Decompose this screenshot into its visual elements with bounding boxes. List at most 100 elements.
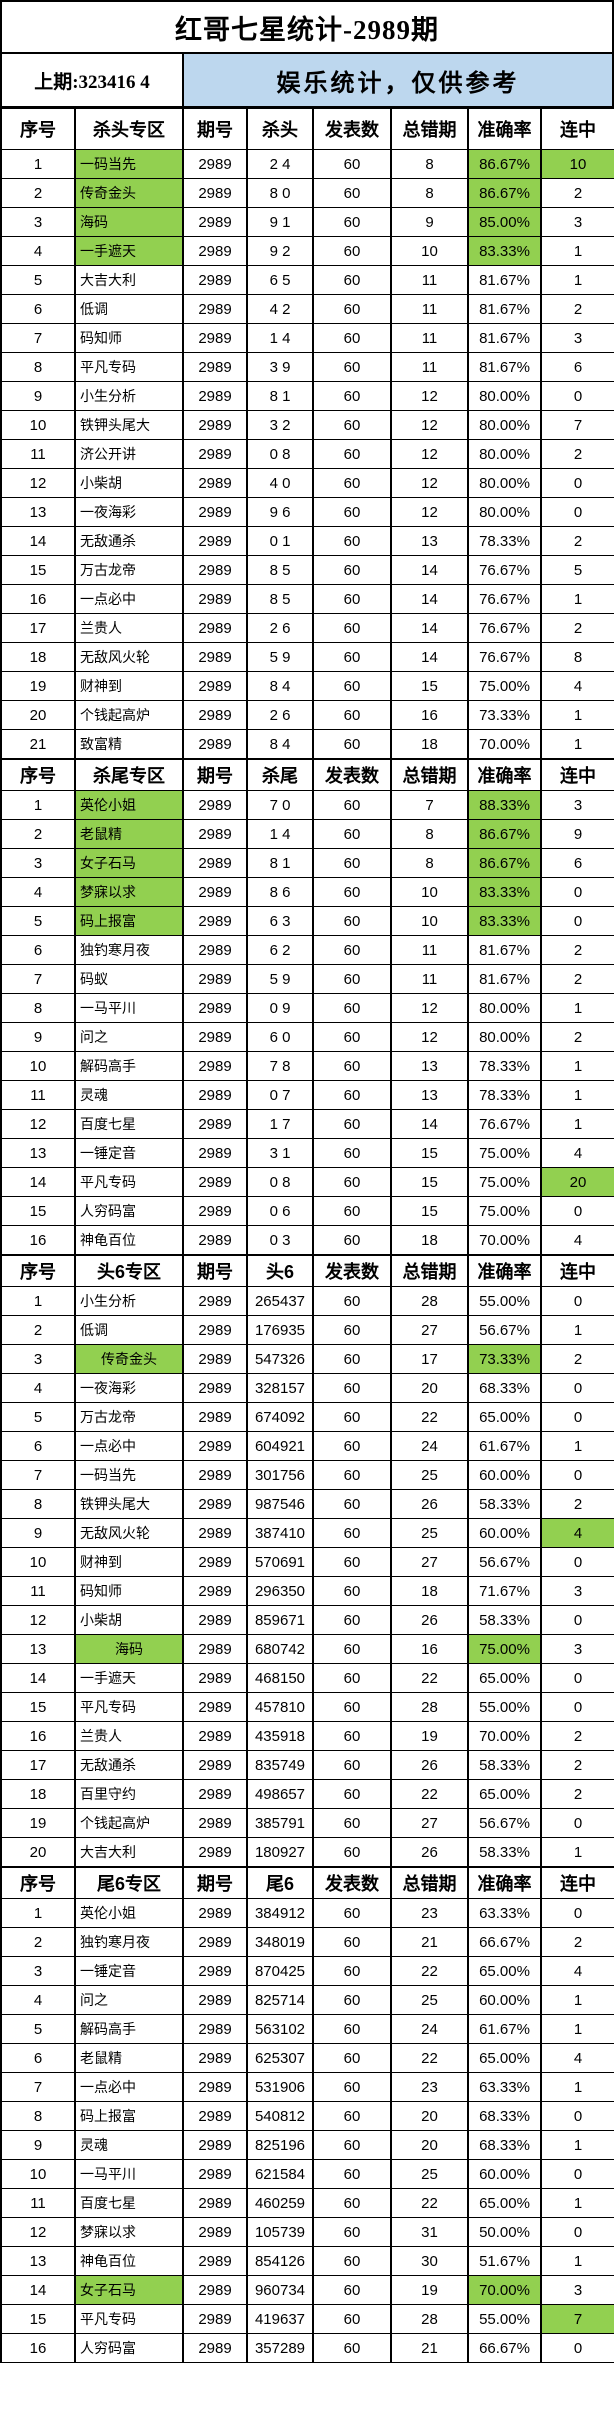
table-row: 20 个钱起高炉 2989 2 6 60 16 73.33% 1 — [0, 700, 614, 730]
cell-streak: 2 — [540, 1022, 614, 1052]
cell-no: 15 — [0, 1692, 76, 1722]
cell-name: 无敌通杀 — [74, 1750, 184, 1780]
cell-value: 328157 — [246, 1373, 314, 1403]
table-row: 6 低调 2989 4 2 60 11 81.67% 2 — [0, 294, 614, 324]
cell-name: 海码 — [74, 207, 184, 237]
cell-published: 60 — [312, 265, 392, 295]
cell-accuracy: 50.00% — [467, 2217, 542, 2247]
table-row: 15 万古龙帝 2989 8 5 60 14 76.67% 5 — [0, 555, 614, 585]
cell-total_wrong: 23 — [390, 1898, 469, 1928]
column-header-accuracy: 准确率 — [467, 108, 542, 150]
cell-total_wrong: 25 — [390, 1460, 469, 1490]
table-row: 17 兰贵人 2989 2 6 60 14 76.67% 2 — [0, 613, 614, 643]
cell-value: 419637 — [246, 2304, 314, 2334]
cell-accuracy: 56.67% — [467, 1315, 542, 1345]
cell-published: 60 — [312, 2014, 392, 2044]
column-header-name: 尾6专区 — [74, 1867, 184, 1899]
cell-total_wrong: 26 — [390, 1489, 469, 1519]
subheader-row: 上期:323416 4 娱乐统计，仅供参考 — [0, 54, 614, 108]
cell-value: 8 4 — [246, 671, 314, 701]
cell-name: 兰贵人 — [74, 1721, 184, 1751]
cell-total_wrong: 9 — [390, 207, 469, 237]
cell-name: 百度七星 — [74, 2188, 184, 2218]
cell-no: 6 — [0, 294, 76, 324]
cell-value: 625307 — [246, 2043, 314, 2073]
table-row: 2 低调 2989 176935 60 27 56.67% 1 — [0, 1315, 614, 1345]
table-row: 16 兰贵人 2989 435918 60 19 70.00% 2 — [0, 1721, 614, 1751]
cell-period: 2989 — [182, 497, 248, 527]
cell-total_wrong: 26 — [390, 1837, 469, 1867]
cell-value: 6 0 — [246, 1022, 314, 1052]
cell-value: 8 4 — [246, 729, 314, 759]
cell-published: 60 — [312, 1402, 392, 1432]
column-header-value: 尾6 — [246, 1867, 314, 1899]
cell-name: 平凡专码 — [74, 1167, 184, 1197]
cell-period: 2989 — [182, 1547, 248, 1577]
cell-period: 2989 — [182, 1138, 248, 1168]
cell-period: 2989 — [182, 381, 248, 411]
cell-name: 一马平川 — [74, 993, 184, 1023]
cell-period: 2989 — [182, 877, 248, 907]
cell-published: 60 — [312, 1898, 392, 1928]
cell-published: 60 — [312, 468, 392, 498]
header-row-kill-head: 序号 杀头专区 期号 杀头 发表数 总错期 准确率 连中 — [0, 108, 614, 150]
table-row: 9 小生分析 2989 8 1 60 12 80.00% 0 — [0, 381, 614, 411]
cell-published: 60 — [312, 2043, 392, 2073]
report-page: 红哥七星统计-2989期 上期:323416 4 娱乐统计，仅供参考 序号 杀头专… — [0, 0, 614, 2363]
cell-period: 2989 — [182, 1373, 248, 1403]
table-row: 2 老鼠精 2989 1 4 60 8 86.67% 9 — [0, 819, 614, 849]
cell-value: 621584 — [246, 2159, 314, 2189]
column-header-name: 杀尾专区 — [74, 759, 184, 791]
column-header-no: 序号 — [0, 108, 76, 150]
cell-period: 2989 — [182, 1985, 248, 2015]
cell-published: 60 — [312, 1460, 392, 1490]
cell-streak: 0 — [540, 468, 614, 498]
cell-value: 460259 — [246, 2188, 314, 2218]
cell-total_wrong: 22 — [390, 1779, 469, 1809]
cell-value: 9 2 — [246, 236, 314, 266]
cell-total_wrong: 11 — [390, 294, 469, 324]
cell-no: 12 — [0, 1605, 76, 1635]
table-row: 1 英伦小姐 2989 7 0 60 7 88.33% 3 — [0, 790, 614, 820]
cell-no: 4 — [0, 877, 76, 907]
column-header-value: 杀尾 — [246, 759, 314, 791]
cell-total_wrong: 22 — [390, 2043, 469, 2073]
cell-accuracy: 80.00% — [467, 1022, 542, 1052]
cell-published: 60 — [312, 2246, 392, 2276]
cell-total_wrong: 21 — [390, 1927, 469, 1957]
cell-published: 60 — [312, 1547, 392, 1577]
cell-total_wrong: 11 — [390, 935, 469, 965]
cell-streak: 0 — [540, 497, 614, 527]
cell-name: 一点必中 — [74, 2072, 184, 2102]
column-header-name: 杀头专区 — [74, 108, 184, 150]
cell-published: 60 — [312, 700, 392, 730]
table-row: 7 码蚁 2989 5 9 60 11 81.67% 2 — [0, 964, 614, 994]
cell-streak: 0 — [540, 1402, 614, 1432]
cell-name: 问之 — [74, 1022, 184, 1052]
cell-total_wrong: 30 — [390, 2246, 469, 2276]
cell-published: 60 — [312, 1663, 392, 1693]
cell-streak: 0 — [540, 1663, 614, 1693]
cell-period: 2989 — [182, 848, 248, 878]
cell-no: 14 — [0, 1167, 76, 1197]
column-header-streak: 连中 — [540, 108, 614, 150]
column-header-published: 发表数 — [312, 759, 392, 791]
cell-period: 2989 — [182, 1344, 248, 1374]
cell-published: 60 — [312, 1837, 392, 1867]
cell-streak: 1 — [540, 2188, 614, 2218]
cell-streak: 2 — [540, 1927, 614, 1957]
cell-published: 60 — [312, 1489, 392, 1519]
cell-name: 梦寐以求 — [74, 2217, 184, 2247]
table-row: 6 老鼠精 2989 625307 60 22 65.00% 4 — [0, 2043, 614, 2073]
cell-accuracy: 75.00% — [467, 1196, 542, 1226]
column-header-period: 期号 — [182, 1255, 248, 1287]
cell-value: 0 3 — [246, 1225, 314, 1255]
cell-published: 60 — [312, 1344, 392, 1374]
cell-accuracy: 65.00% — [467, 1663, 542, 1693]
cell-published: 60 — [312, 1373, 392, 1403]
cell-total_wrong: 15 — [390, 1167, 469, 1197]
cell-total_wrong: 19 — [390, 2275, 469, 2305]
cell-name: 兰贵人 — [74, 613, 184, 643]
table-row: 20 大吉大利 2989 180927 60 26 58.33% 1 — [0, 1837, 614, 1867]
cell-accuracy: 80.00% — [467, 497, 542, 527]
